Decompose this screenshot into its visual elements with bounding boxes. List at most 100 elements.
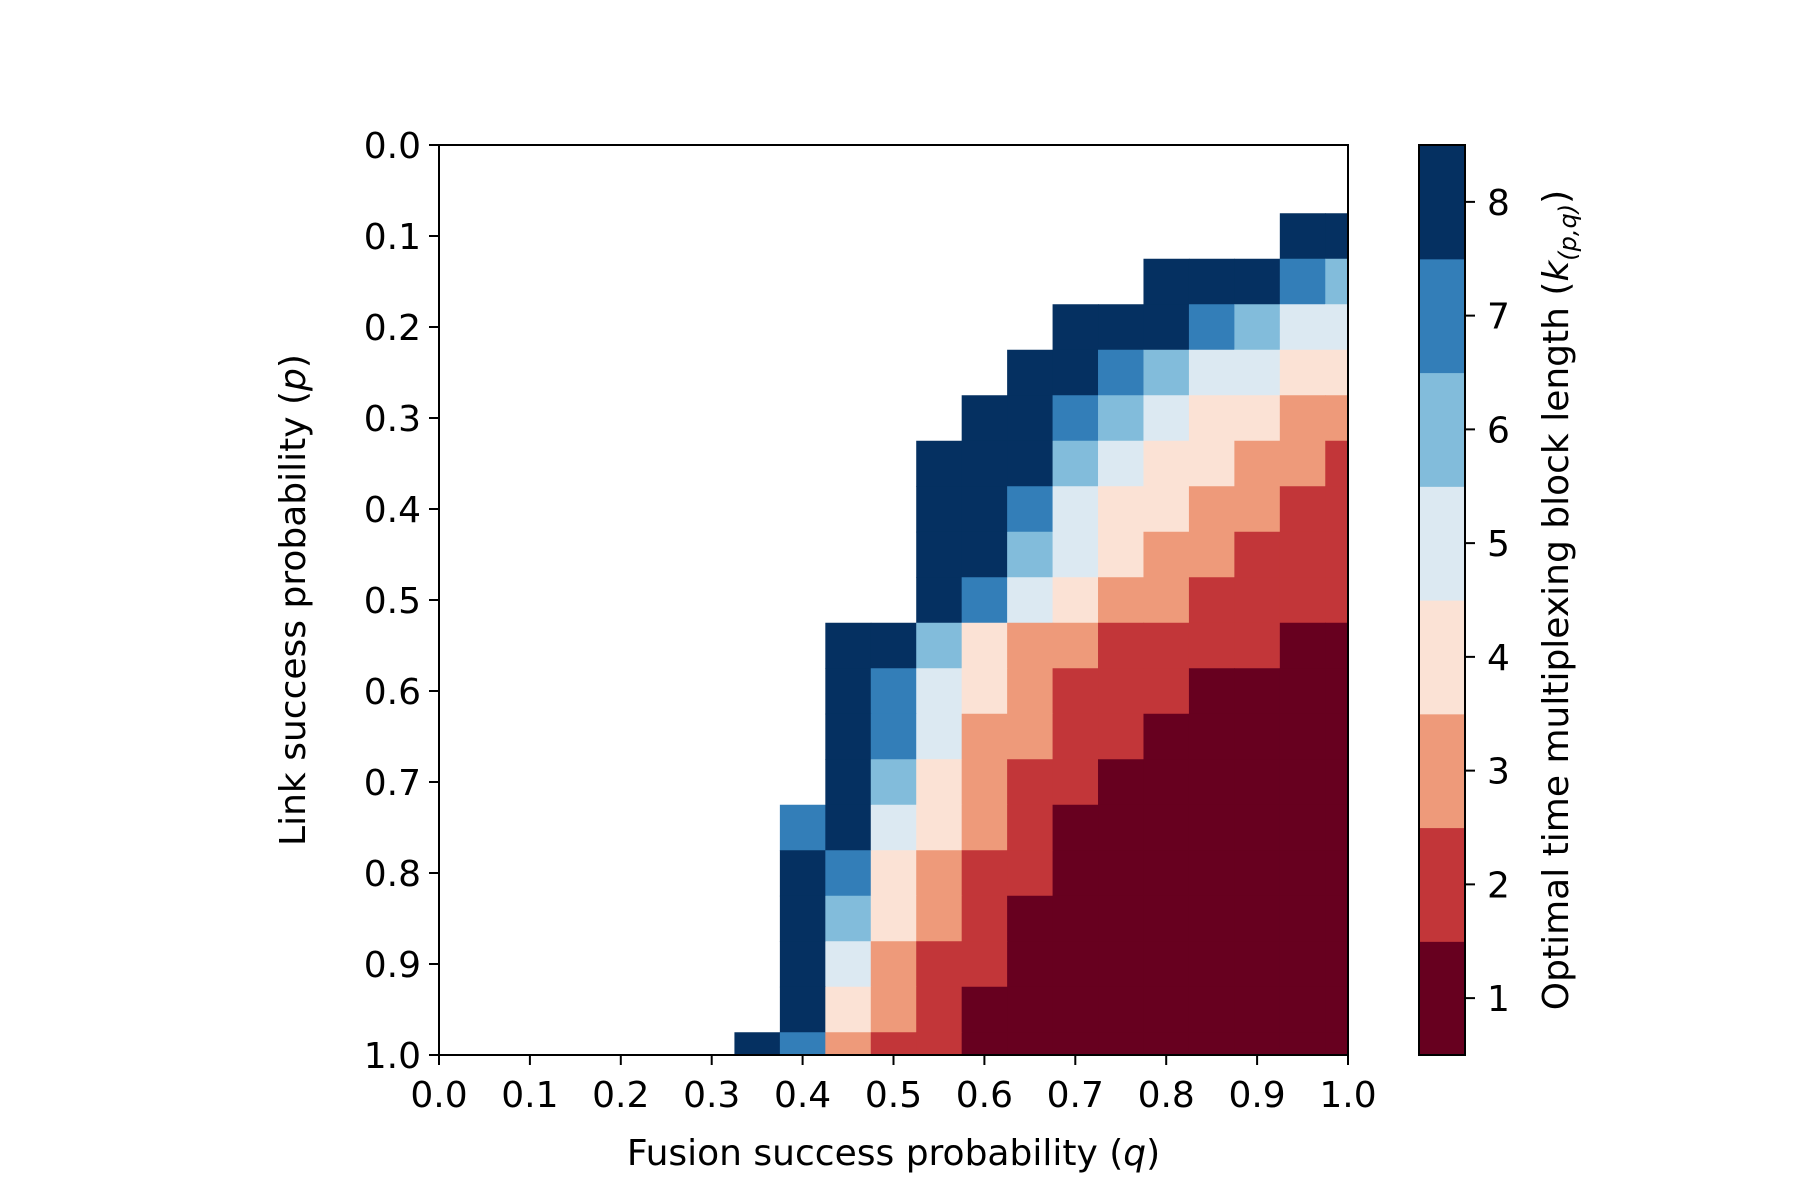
heatmap-cell [1188, 622, 1235, 669]
y-axis-ticks: 0.0 0.1 0.2 0.3 0.4 0.5 0.6 0.7 0.8 0.9 1.0 [364, 126, 439, 1077]
heatmap-cell [1188, 486, 1235, 533]
heatmap-cell [961, 759, 1008, 806]
heatmap-cell [916, 850, 963, 897]
heatmap-cell [779, 804, 826, 851]
heatmap-cell [1143, 440, 1190, 487]
y-tick-label: 0.9 [364, 945, 421, 986]
heatmap-cell [1279, 304, 1326, 351]
heatmap-cell [1143, 668, 1190, 715]
heatmap-cell [1143, 941, 1190, 988]
x-axis-label-text: Fusion success probability ( [627, 1133, 1123, 1174]
heatmap-cell [1098, 941, 1145, 988]
heatmap-cell [1325, 395, 1349, 442]
colorbar-label-subscript: (p,q) [1554, 204, 1582, 261]
heatmap-cell [1234, 577, 1281, 624]
x-axis-label: Fusion success probability (q) [627, 1133, 1160, 1174]
heatmap-cell [1143, 713, 1190, 760]
heatmap-cell [1098, 850, 1145, 897]
heatmap-cell [1188, 349, 1235, 396]
heatmap-cell [1143, 577, 1190, 624]
x-tick-label: 0.0 [410, 1075, 467, 1116]
heatmap-cell [1279, 895, 1326, 942]
heatmap-cell [1143, 486, 1190, 533]
y-axis-label: Link success probability (p) [273, 354, 314, 846]
colorbar-tick-label: 8 [1487, 183, 1510, 224]
heatmap-cell [1007, 349, 1054, 396]
heatmap-cell [825, 622, 872, 669]
heatmap-cell [961, 1032, 1008, 1056]
heatmap-cell [1098, 713, 1145, 760]
colorbar-ticks: 1 2 3 4 5 6 7 8 [1465, 183, 1510, 1020]
heatmap-cell [1325, 531, 1349, 578]
heatmap-cell [961, 850, 1008, 897]
heatmap-cell [1188, 258, 1235, 305]
heatmap-cell [870, 895, 917, 942]
heatmap-cell [1007, 804, 1054, 851]
colorbar-segment [1419, 827, 1465, 942]
heatmap-cell [1325, 986, 1349, 1033]
colorbar-segment [1419, 258, 1465, 374]
heatmap-cell [1234, 622, 1281, 669]
colorbar-segment [1419, 600, 1465, 715]
heatmap-cell [1052, 986, 1099, 1033]
heatmap-cell [1325, 1032, 1349, 1056]
heatmap-cell [1098, 486, 1145, 533]
heatmap-cell [1007, 577, 1054, 624]
y-tick-label: 0.1 [364, 217, 421, 258]
heatmap-cell [1188, 304, 1235, 351]
colorbar-segment [1419, 372, 1465, 487]
heatmap-cell [1325, 668, 1349, 715]
heatmap-cell [1325, 804, 1349, 851]
heatmap-cell [1007, 486, 1054, 533]
x-axis-ticks: 0.0 0.1 0.2 0.3 0.4 0.5 0.6 0.7 0.8 0.9 1.0 [410, 1055, 1377, 1116]
heatmap-cell [1188, 577, 1235, 624]
heatmap-cell [1098, 304, 1145, 351]
heatmap-cell [1052, 1032, 1099, 1056]
heatmap-cell [779, 986, 826, 1033]
heatmap-cell [1279, 213, 1326, 260]
x-axis-label-var: q [1123, 1133, 1146, 1174]
heatmap-cell [961, 941, 1008, 988]
y-axis-label-text: Link success probability ( [273, 391, 314, 846]
heatmap-cell [1279, 349, 1326, 396]
heatmap-cell [1052, 531, 1099, 578]
heatmap-cell [1098, 531, 1145, 578]
heatmap-cell [916, 986, 963, 1033]
heatmap-cell [1234, 941, 1281, 988]
heatmap-cell [1188, 895, 1235, 942]
y-tick-label: 0.8 [364, 854, 421, 895]
heatmap-cell [1098, 804, 1145, 851]
heatmap-cell [961, 804, 1008, 851]
colorbar-tick-label: 1 [1487, 979, 1510, 1020]
heatmap-cell [779, 1032, 826, 1056]
heatmap-cell [961, 895, 1008, 942]
colorbar-segment [1419, 941, 1465, 1056]
heatmap-cell [961, 531, 1008, 578]
heatmap-cell [825, 759, 872, 806]
heatmap-cell [1188, 1032, 1235, 1056]
x-tick-label: 0.9 [1228, 1075, 1285, 1116]
heatmap-cell [1279, 622, 1326, 669]
heatmap-cell [1325, 258, 1349, 305]
heatmap-cell [961, 440, 1008, 487]
heatmap-cell [1052, 713, 1099, 760]
heatmap-cell [1188, 986, 1235, 1033]
heatmap-cell [916, 941, 963, 988]
heatmap-cell [1325, 895, 1349, 942]
heatmap-cell [1279, 850, 1326, 897]
heatmap-cell [1279, 668, 1326, 715]
heatmap-cell [779, 850, 826, 897]
y-tick-label: 0.6 [364, 672, 421, 713]
heatmap-cell [1325, 577, 1349, 624]
heatmap-cell [1052, 759, 1099, 806]
heatmap-cell [1007, 713, 1054, 760]
heatmap-cell [916, 1032, 963, 1056]
heatmap-cell [1234, 804, 1281, 851]
heatmap-cell [1143, 850, 1190, 897]
heatmap-cell [1234, 895, 1281, 942]
colorbar [1419, 145, 1465, 1056]
heatmap-cell [1052, 850, 1099, 897]
heatmap-cell [870, 713, 917, 760]
heatmap-cell [825, 941, 872, 988]
colorbar-tick-label: 7 [1487, 297, 1510, 338]
